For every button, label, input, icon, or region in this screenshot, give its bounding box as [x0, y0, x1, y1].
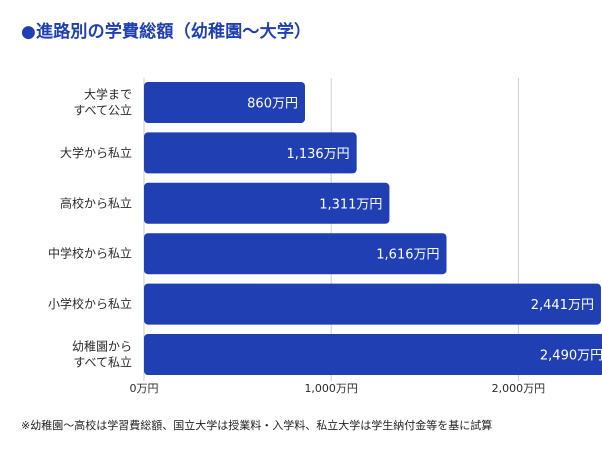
category-label: 小学校から私立: [48, 296, 132, 311]
category-label-line: すべて私立: [73, 355, 132, 370]
category-label: 中学校から私立: [48, 246, 132, 261]
x-tick-label: 0万円: [130, 382, 159, 395]
category-label-line: 大学から私立: [60, 145, 132, 160]
bar: [144, 182, 390, 224]
footnote: ※幼稚園〜高校は学習費総額、国立大学は授業料・入学料、私立大学は学生納付金等を基…: [21, 419, 493, 432]
category-label: 幼稚園からすべて私立: [72, 340, 132, 370]
category-label-line: すべて公立: [73, 103, 132, 118]
bar: [144, 82, 305, 123]
bar: [144, 334, 602, 375]
x-tick-label: 2,000万円: [492, 382, 546, 395]
bar-chart: 0万円 1,000万円 2,000万円 860万円 大学まですべて公立 1,136万円 大学…: [48, 78, 602, 395]
bar-value-label: 860万円: [247, 97, 298, 112]
bar-value-label: 1,136万円: [286, 147, 349, 162]
bar: [144, 283, 601, 325]
category-label-line: 高校から私立: [60, 195, 132, 210]
chart-title: ●進路別の学費総額（幼稚園〜大学）: [21, 22, 312, 42]
x-tick-label: 1,000万円: [304, 382, 358, 395]
bar-value-label: 1,616万円: [376, 248, 439, 263]
category-label: 大学から私立: [60, 145, 132, 160]
bar-value-label: 1,311万円: [319, 197, 382, 212]
bar-value-label: 2,441万円: [531, 298, 594, 313]
category-label: 高校から私立: [60, 195, 132, 210]
category-label-line: 小学校から私立: [48, 296, 132, 311]
category-label-line: 大学まで: [84, 87, 132, 102]
bar: [144, 132, 357, 174]
bar-value-label: 2,490万円: [540, 349, 602, 364]
category-label: 大学まですべて公立: [73, 87, 132, 118]
bar: [144, 233, 447, 275]
category-label-line: 幼稚園から: [72, 340, 132, 354]
category-label-line: 中学校から私立: [48, 246, 132, 261]
